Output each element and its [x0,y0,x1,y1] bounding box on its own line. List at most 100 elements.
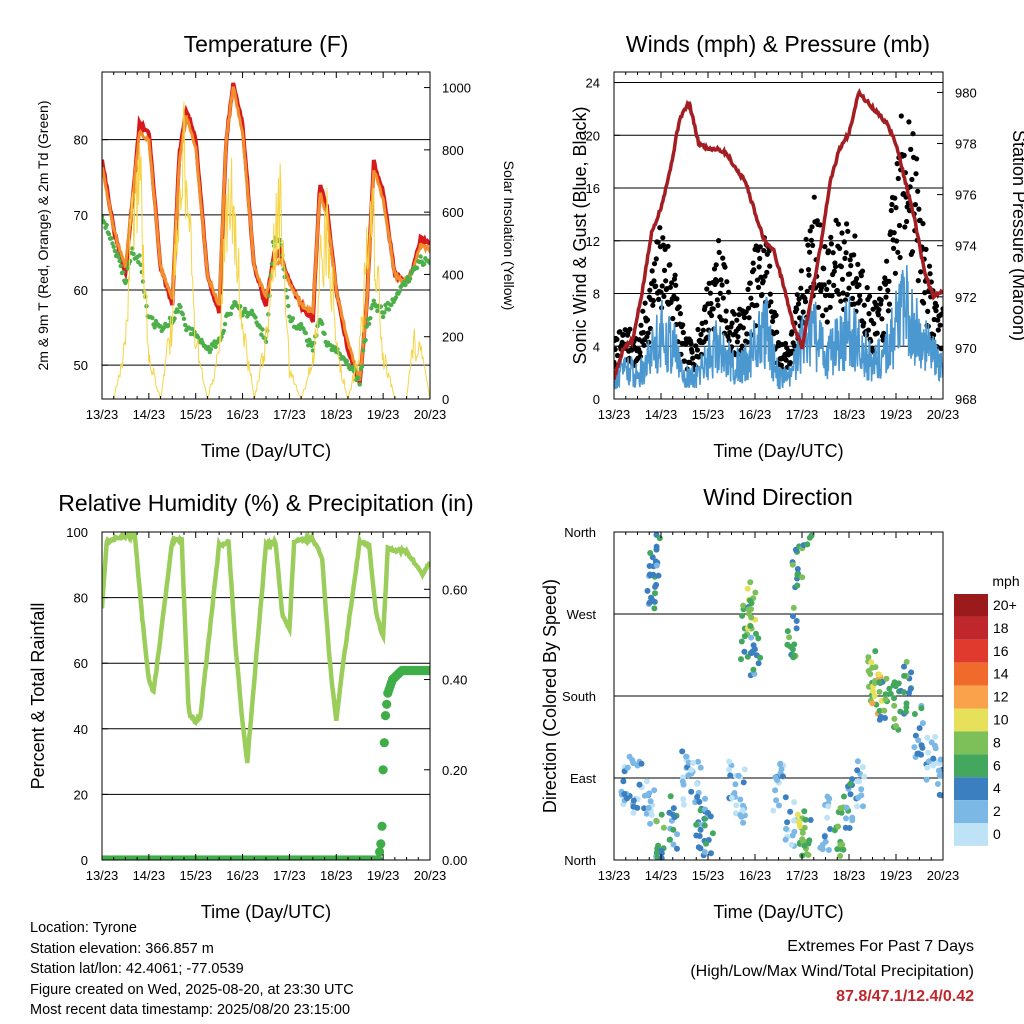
gust-point [650,298,657,304]
gust-point [757,244,763,250]
gust-point [694,347,701,353]
gust-point [914,156,920,162]
direction-point [707,813,714,820]
plot-area-humidity [102,532,430,860]
gust-point [762,273,768,279]
gust-point [885,308,892,314]
gust-point [755,284,762,290]
dewpoint-point [180,312,185,317]
dewpoint-point [152,325,157,330]
y-axis-label: Direction (Colored By Speed) [540,579,560,813]
direction-point [652,590,658,597]
gust-point [620,332,627,338]
direction-point [924,734,931,741]
direction-point [903,704,910,711]
gust-point [831,282,837,288]
direction-point [737,812,744,818]
direction-point [907,685,914,692]
direction-point [859,764,866,771]
gust-point [827,304,833,310]
gust-point [828,234,834,240]
direction-point [751,646,758,653]
gust-point [861,302,867,308]
direction-point [841,793,847,800]
gust-point [838,264,845,270]
gust-point [889,201,895,208]
gust-point [904,218,910,225]
gust-point [651,278,657,284]
x-tick-label: 13/23 [598,868,631,883]
gust-point [791,343,798,349]
dewpoint-point [311,340,317,346]
direction-point [856,778,863,785]
direction-point [837,805,844,812]
dewpoint-point [301,326,306,331]
chart-title: Relative Humidity (%) & Precipitation (i… [58,490,473,516]
plot-frame [101,531,431,861]
direction-point [740,802,746,809]
dewpoint-point [421,261,427,267]
precip-point [425,665,430,676]
direction-point [741,633,748,640]
y-tick-label: 8 [593,287,600,302]
direction-point [740,602,747,609]
colorbar-label: 6 [993,757,1001,773]
gust-point [825,248,832,254]
direction-point [893,723,899,729]
gust-point [638,322,644,328]
gust-point [894,161,900,167]
gust-point [804,288,810,294]
x-tick-label: 20/23 [414,407,447,422]
x-tick-label: 19/23 [367,407,400,422]
direction-point [821,833,828,840]
gust-point [815,304,822,310]
dewpoint-point [137,253,142,258]
gust-point [726,338,732,344]
direction-point [932,742,938,749]
direction-point [936,772,943,779]
colorbar-swatch [954,777,988,801]
gust-point [817,222,823,228]
direction-point [638,760,645,767]
direction-point [738,656,744,663]
gust-point [898,113,904,119]
direction-point [696,833,703,839]
gust-point [913,171,919,177]
direction-point [786,634,793,641]
direction-point [694,793,701,800]
y-tick-label: 0 [593,392,600,407]
gust-point [841,239,847,245]
y-tick-label: 100 [66,525,88,540]
gust-point [720,255,726,261]
direction-point [647,550,654,556]
gust-point [637,353,644,360]
gust-point [677,311,684,317]
dewpoint-point [181,316,187,321]
gust-point [641,342,647,348]
x-tick-label: 14/23 [133,868,166,883]
colorbar-label: 2 [993,803,1001,819]
gust-point [714,297,721,303]
direction-point [901,672,908,679]
direction-point [694,780,700,787]
direction-point [651,787,658,794]
dewpoint-point [290,316,296,321]
extremes-box: Extremes For Past 7 Days (High/Low/Max W… [690,934,974,1009]
gust-point [847,271,853,277]
gust-point [726,289,732,295]
gust-point [689,349,695,355]
dewpoint-point [150,315,155,321]
gust-point [617,329,623,335]
direction-point [891,715,898,722]
plot-frame [613,71,944,400]
y2-tick-label: 980 [955,85,977,100]
gust-point [669,280,675,286]
y-axis-label: Percent & Total Rainfall [28,603,48,790]
direction-point [653,543,660,550]
x-tick-label: 13/23 [86,407,119,422]
x-tick-label: 14/23 [645,868,678,883]
direction-point [799,574,806,581]
gust-point [719,282,725,288]
gust-point [856,282,862,288]
colorbar-label: 8 [993,734,1001,750]
